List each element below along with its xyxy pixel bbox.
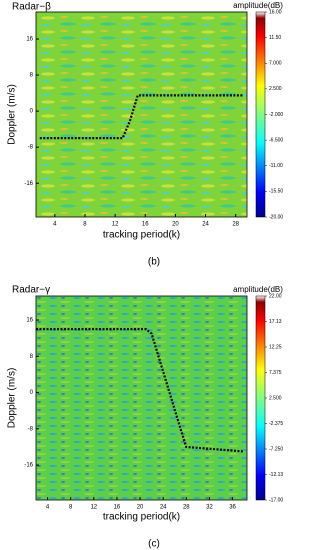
colorbar — [255, 295, 266, 501]
y-tick-label: 0 — [30, 109, 34, 115]
x-tick-label: 24 — [202, 222, 209, 228]
x-axis-label: tracking period(k) — [103, 512, 180, 523]
track-line — [39, 94, 244, 140]
heatmap-background — [36, 296, 247, 500]
y-tick-label: -8 — [28, 145, 34, 151]
colorbar-tick-label: 16.00 — [269, 9, 282, 15]
y-tick-label: 16 — [26, 318, 33, 324]
x-tick-label: 12 — [112, 222, 119, 228]
x-tick-label: 4 — [53, 222, 57, 228]
y-axis-label: Doppler (m/s) — [7, 84, 18, 145]
x-tick-label: 36 — [229, 505, 236, 511]
y-tick-label: -16 — [24, 181, 33, 187]
x-tick-label: 4 — [46, 505, 50, 511]
colorbar-tick-label: 7.000 — [269, 61, 282, 67]
heatmap-background — [36, 12, 247, 217]
colorbar-tick-label: 22.00 — [269, 293, 282, 299]
colorbar-tick-label: 12.25 — [269, 344, 282, 350]
plot-frame — [35, 11, 248, 218]
y-tick-label: -16 — [24, 463, 33, 469]
colorbar-tick-label: 11.50 — [269, 35, 281, 41]
colorbar — [255, 11, 266, 218]
x-tick-label: 32 — [206, 505, 213, 511]
track-line — [36, 327, 245, 453]
colorbar-tick-label: 7.375 — [269, 370, 282, 376]
colorbar-tick-label: -2.375 — [269, 421, 283, 427]
colorbar-tick-label: -11.00 — [269, 163, 283, 169]
panel-title: Radar−β — [12, 2, 51, 13]
y-tick-label: 8 — [30, 73, 34, 79]
plot-frame — [35, 295, 248, 501]
y-tick-label: -8 — [28, 426, 34, 432]
colorbar-tick-label: 17.13 — [269, 319, 282, 325]
colorbar-tick-label: 2.500 — [269, 86, 282, 92]
colorbar-label: amplitude(dB) — [233, 285, 283, 294]
caption: (b) — [148, 257, 160, 268]
colorbar-tick-label: -17.00 — [269, 497, 283, 503]
colorbar-tick-label: -20.00 — [269, 214, 283, 220]
x-tick-label: 24 — [160, 505, 167, 511]
caption: (c) — [148, 539, 160, 550]
y-tick-label: 0 — [30, 390, 34, 396]
x-tick-label: 20 — [172, 222, 179, 228]
x-tick-label: 28 — [232, 222, 239, 228]
x-tick-label: 20 — [137, 505, 144, 511]
colorbar-tick-label: -6.500 — [269, 137, 283, 143]
y-axis-label: Doppler (m/s) — [7, 368, 18, 429]
x-tick-label: 8 — [69, 505, 73, 511]
colorbar-tick-label: -15.50 — [269, 189, 283, 195]
x-tick-label: 16 — [142, 222, 149, 228]
panel-title: Radar−γ — [12, 285, 50, 296]
y-tick-label: 16 — [26, 37, 33, 43]
colorbar-tick-label: -7.250 — [269, 446, 283, 452]
x-tick-label: 12 — [90, 505, 97, 511]
x-axis-label: tracking period(k) — [103, 230, 180, 241]
x-tick-label: 16 — [114, 505, 121, 511]
colorbar-tick-label: -2.000 — [269, 112, 283, 118]
x-tick-label: 28 — [183, 505, 190, 511]
y-tick-label: 8 — [30, 354, 34, 360]
x-tick-label: 8 — [83, 222, 87, 228]
colorbar-tick-label: 2.500 — [269, 395, 282, 401]
colorbar-label: amplitude(dB) — [233, 1, 283, 10]
colorbar-tick-label: -12.13 — [269, 472, 283, 478]
